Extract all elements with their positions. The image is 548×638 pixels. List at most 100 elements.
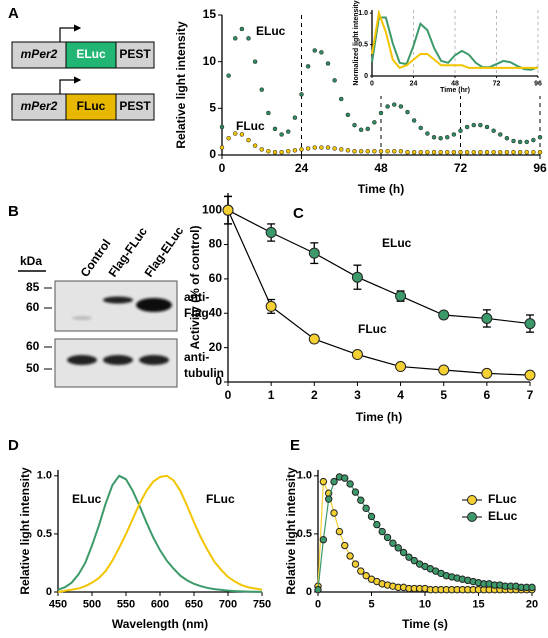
data-point bbox=[471, 122, 476, 128]
y-tick-label: 100 bbox=[202, 202, 222, 216]
data-point bbox=[266, 110, 271, 116]
series-line bbox=[227, 209, 531, 376]
x-tick-label: 700 bbox=[219, 599, 237, 611]
data-point bbox=[511, 138, 516, 144]
data-point bbox=[367, 512, 376, 521]
data-point bbox=[504, 135, 510, 141]
data-point bbox=[305, 146, 311, 151]
panel-label: E bbox=[290, 437, 300, 454]
x-tick-label: 750 bbox=[253, 599, 271, 611]
x-tick-label: 2 bbox=[311, 388, 318, 402]
data-point bbox=[383, 533, 392, 542]
data-point bbox=[398, 149, 404, 154]
data-point bbox=[438, 135, 443, 141]
x-tick-label: 500 bbox=[83, 599, 101, 611]
y-axis-label: Activity (% of control) bbox=[188, 225, 202, 349]
series-label: FLuc bbox=[206, 492, 235, 506]
data-point bbox=[325, 495, 333, 503]
x-tick-label: 96 bbox=[534, 80, 542, 87]
data-point bbox=[478, 122, 483, 128]
data-point bbox=[341, 474, 349, 482]
y-tick-label: 5 bbox=[209, 101, 216, 115]
data-point bbox=[239, 132, 245, 137]
x-axis-label: Time (h) bbox=[358, 182, 404, 196]
data-point bbox=[438, 364, 450, 376]
x-tick-label: 600 bbox=[151, 599, 169, 611]
data-point bbox=[405, 149, 410, 155]
data-point bbox=[438, 149, 443, 155]
degron: PEST bbox=[119, 99, 151, 113]
data-point bbox=[252, 59, 258, 64]
x-tick-label: 0 bbox=[219, 161, 226, 175]
x-tick-label: 650 bbox=[185, 599, 203, 611]
panel-label: B bbox=[8, 203, 19, 220]
data-point bbox=[385, 104, 390, 109]
data-point bbox=[405, 553, 413, 561]
data-point bbox=[312, 48, 317, 53]
series-label: ELuc bbox=[72, 492, 102, 506]
data-point bbox=[378, 149, 384, 154]
reporter: ELuc bbox=[76, 47, 106, 61]
x-tick-label: 15 bbox=[472, 599, 484, 611]
data-point bbox=[392, 102, 397, 107]
data-point bbox=[299, 147, 304, 152]
antibody-label: anti- bbox=[184, 290, 209, 304]
data-point bbox=[378, 110, 384, 116]
x-tick-label: 1 bbox=[268, 388, 275, 402]
data-point bbox=[405, 109, 410, 115]
data-point bbox=[286, 129, 291, 134]
data-point bbox=[335, 527, 344, 536]
data-point bbox=[524, 369, 536, 381]
data-point bbox=[308, 247, 320, 259]
data-point bbox=[357, 496, 365, 504]
data-point bbox=[292, 148, 298, 153]
data-point bbox=[319, 145, 324, 150]
legend-label: ELuc bbox=[488, 509, 518, 523]
promoter: mPer2 bbox=[21, 99, 58, 113]
data-point bbox=[524, 139, 529, 145]
data-point bbox=[481, 312, 493, 324]
data-point bbox=[392, 149, 397, 154]
data-point bbox=[252, 143, 258, 148]
data-point bbox=[372, 149, 377, 154]
data-point bbox=[491, 128, 496, 133]
y-tick-label: 0.5 bbox=[358, 41, 368, 48]
antibody-label: tubulin bbox=[184, 366, 224, 380]
data-point bbox=[308, 333, 320, 345]
data-point bbox=[358, 127, 364, 133]
data-point bbox=[246, 137, 251, 143]
data-point bbox=[226, 135, 231, 141]
data-point bbox=[531, 149, 536, 155]
data-point bbox=[484, 149, 490, 155]
antibody-label: Flag bbox=[184, 306, 209, 320]
legend-marker bbox=[467, 495, 477, 505]
y-tick-label: 80 bbox=[209, 237, 223, 251]
marker-label: 85 bbox=[26, 280, 40, 294]
x-axis-label: Wavelength (nm) bbox=[112, 617, 208, 631]
data-point bbox=[471, 149, 476, 155]
x-tick-label: 72 bbox=[493, 80, 501, 87]
data-point bbox=[458, 128, 463, 133]
x-tick-label: 7 bbox=[527, 388, 534, 402]
y-tick-label: 0 bbox=[215, 374, 222, 388]
degron: PEST bbox=[119, 47, 151, 61]
data-point bbox=[484, 124, 490, 130]
chart: 0 5 10 15 0 24 48 72 96 Relative light intensity T… bbox=[8, 5, 547, 196]
data-point bbox=[332, 78, 337, 83]
data-point bbox=[319, 536, 328, 544]
unit: kDa bbox=[20, 254, 42, 268]
y-tick-label: 1.0 bbox=[358, 10, 368, 17]
y-axis-label: Relative light intensity bbox=[174, 21, 188, 149]
x-tick-label: 4 bbox=[397, 388, 404, 402]
data-point bbox=[341, 541, 349, 550]
data-point bbox=[265, 227, 277, 239]
data-point bbox=[279, 132, 284, 137]
data-point bbox=[458, 149, 463, 155]
x-tick-label: 72 bbox=[454, 161, 468, 175]
y-axis-label: Relative light intensity bbox=[18, 467, 32, 595]
data-point bbox=[272, 126, 278, 132]
x-tick-label: 0 bbox=[370, 80, 374, 87]
data-point bbox=[314, 585, 322, 594]
data-point bbox=[395, 290, 407, 302]
series-label: ELuc bbox=[256, 24, 286, 38]
